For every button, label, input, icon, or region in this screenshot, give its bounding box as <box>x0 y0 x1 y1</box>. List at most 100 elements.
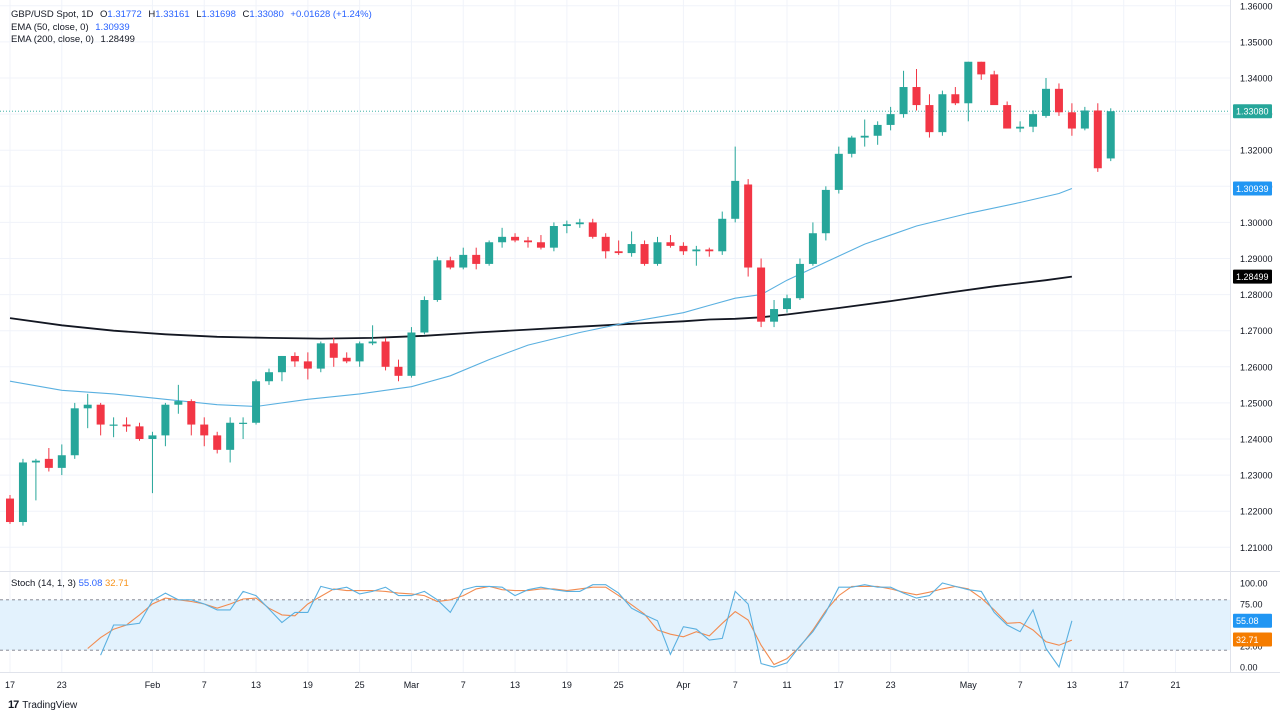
candle[interactable] <box>200 417 209 447</box>
candle[interactable] <box>536 235 545 250</box>
candle[interactable] <box>239 417 248 439</box>
candle[interactable] <box>770 300 779 328</box>
candle[interactable] <box>96 402 105 436</box>
candle[interactable] <box>213 431 222 454</box>
tradingview-logo[interactable]: 17 TradingView <box>8 699 77 711</box>
candle[interactable] <box>57 444 66 476</box>
candle[interactable] <box>18 458 27 526</box>
candle[interactable] <box>977 61 986 80</box>
candle[interactable] <box>1016 121 1025 133</box>
candle[interactable] <box>653 236 662 266</box>
time-tick-label: Apr <box>676 680 690 690</box>
candle[interactable] <box>394 359 403 382</box>
candle[interactable] <box>31 458 40 501</box>
candle[interactable] <box>1067 103 1076 136</box>
candle[interactable] <box>562 220 571 234</box>
candle[interactable] <box>679 242 688 255</box>
candle[interactable] <box>951 87 960 106</box>
legend-ema50-row[interactable]: EMA (50, close, 0) 1.30939 <box>11 22 134 33</box>
candle[interactable] <box>122 417 131 432</box>
candle[interactable] <box>860 119 869 147</box>
candle[interactable] <box>899 70 908 118</box>
candle[interactable] <box>420 296 429 335</box>
candle[interactable] <box>342 352 351 364</box>
candle[interactable] <box>990 70 999 106</box>
time-tick-label: 13 <box>251 680 261 690</box>
candle[interactable] <box>614 240 623 255</box>
candle[interactable] <box>886 106 895 131</box>
candle[interactable] <box>6 494 14 524</box>
candle[interactable] <box>575 218 584 228</box>
candlestick-series[interactable] <box>6 61 1115 526</box>
candle[interactable] <box>161 402 170 447</box>
time-axis[interactable]: 17 23 Feb 7 13 19 25 Mar 7 13 19 25 Apr 7 11 17 23 May 7 13… <box>5 680 1181 690</box>
candle[interactable] <box>316 341 325 373</box>
candle[interactable] <box>265 368 273 385</box>
candle[interactable] <box>731 146 740 223</box>
candle[interactable] <box>705 247 714 257</box>
candle[interactable] <box>70 402 79 459</box>
candle[interactable] <box>407 327 416 378</box>
legend-symbol[interactable]: GBP/USD Spot, 1D <box>11 9 94 20</box>
legend-ema200-row[interactable]: EMA (200, close, 0) 1.28499 <box>11 34 139 45</box>
candle[interactable] <box>83 393 92 429</box>
candle[interactable] <box>1029 110 1038 133</box>
legend-high-value: 1.33161 <box>155 9 190 20</box>
candle[interactable] <box>627 231 636 257</box>
candle[interactable] <box>640 240 649 266</box>
candle-body <box>536 242 545 248</box>
candle-body <box>96 404 105 425</box>
candle[interactable] <box>135 422 144 441</box>
candle[interactable] <box>252 379 261 425</box>
candle[interactable] <box>109 417 118 438</box>
candle[interactable] <box>925 94 934 138</box>
candle[interactable] <box>187 399 196 436</box>
candle[interactable] <box>834 146 843 194</box>
price-tick-label: 1.29000 <box>1240 254 1273 264</box>
candle[interactable] <box>485 240 494 266</box>
candle[interactable] <box>744 179 753 277</box>
candle[interactable] <box>368 325 377 346</box>
candle[interactable] <box>329 337 338 367</box>
time-tick-label: May <box>960 680 978 690</box>
candle[interactable] <box>601 233 610 259</box>
candle[interactable] <box>692 245 701 266</box>
stoch-legend[interactable]: Stoch (14, 1, 3) 55.08 32.71 <box>11 578 129 589</box>
candle[interactable] <box>795 258 804 301</box>
candle[interactable] <box>1093 103 1102 172</box>
candle[interactable] <box>718 211 727 255</box>
candle[interactable] <box>44 448 53 472</box>
candle[interactable] <box>666 235 675 248</box>
candle[interactable] <box>174 384 183 414</box>
candle[interactable] <box>1054 83 1063 116</box>
candle[interactable] <box>1106 108 1115 162</box>
candle[interactable] <box>1003 101 1012 129</box>
candle[interactable] <box>446 256 455 270</box>
candle[interactable] <box>498 227 507 248</box>
candle[interactable] <box>148 431 157 494</box>
candle[interactable] <box>757 258 766 328</box>
candle[interactable] <box>277 355 286 382</box>
candle[interactable] <box>226 417 235 463</box>
candle[interactable] <box>1042 78 1050 118</box>
candle[interactable] <box>964 61 973 122</box>
candle[interactable] <box>588 218 597 239</box>
candle[interactable] <box>912 68 921 111</box>
candle[interactable] <box>433 256 442 302</box>
candle[interactable] <box>303 352 312 380</box>
candle[interactable] <box>821 186 830 241</box>
candle[interactable] <box>847 135 856 158</box>
candle[interactable] <box>511 233 520 243</box>
candle[interactable] <box>524 236 532 248</box>
candle[interactable] <box>873 121 882 145</box>
candle[interactable] <box>1080 106 1089 131</box>
candle[interactable] <box>290 352 299 367</box>
candle[interactable] <box>783 294 791 313</box>
candle[interactable] <box>808 222 817 266</box>
candle[interactable] <box>459 247 468 270</box>
candle[interactable] <box>549 222 558 252</box>
candle[interactable] <box>355 341 364 367</box>
candle[interactable] <box>472 247 481 270</box>
candle[interactable] <box>938 90 947 136</box>
candle[interactable] <box>381 337 390 371</box>
